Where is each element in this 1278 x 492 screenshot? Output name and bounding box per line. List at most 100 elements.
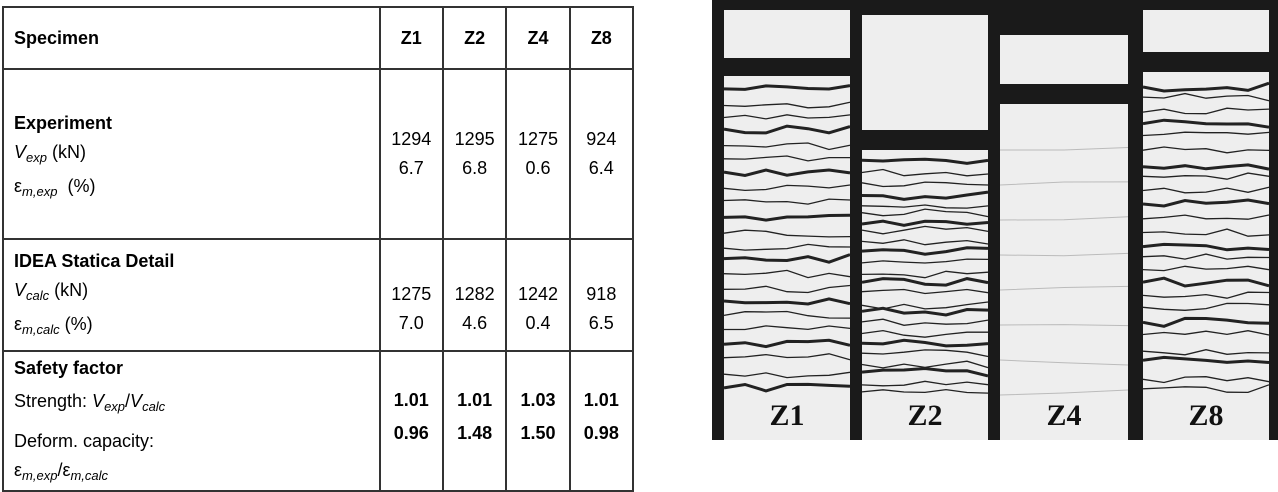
crack-line	[724, 325, 851, 331]
crack-line	[723, 338, 851, 349]
crack-line	[861, 270, 989, 279]
crack-line	[1142, 81, 1270, 93]
crack-line	[723, 124, 851, 135]
crack-line	[861, 208, 989, 218]
calc-title: IDEA Statica Detail	[14, 250, 175, 271]
specimen-z8: Z8	[568, 6, 635, 70]
crack-line	[1142, 302, 1270, 311]
crack-line	[1142, 276, 1270, 288]
crack-line	[723, 84, 851, 91]
crack-line	[1142, 172, 1270, 180]
crack-line	[723, 284, 851, 294]
strength-label: Strength: Vexp/Vcalc	[14, 391, 166, 414]
deform-z8: 0.98	[583, 423, 619, 443]
photo-label-z2: Z2	[907, 399, 942, 432]
specimen-header: Specimen	[2, 6, 381, 70]
crack-line	[1142, 163, 1270, 171]
crack-line	[861, 258, 989, 264]
crack-line	[861, 181, 989, 188]
crack-line	[1142, 316, 1270, 328]
strength-z1: 1.01	[393, 390, 429, 410]
crack-line	[723, 142, 851, 151]
e-exp-z1: 6.7	[398, 158, 424, 178]
crack-line	[861, 204, 989, 209]
e-calc-label: εm,calc (%)	[14, 313, 93, 337]
crack-line	[999, 359, 1129, 366]
crack-line	[1142, 265, 1270, 272]
crack-line	[861, 329, 988, 338]
crack-line	[999, 216, 1129, 221]
crack-line	[723, 371, 851, 379]
specimen-block	[1000, 104, 1128, 440]
specimen-z4: Z4	[505, 6, 571, 70]
photo-label-z1: Z1	[769, 399, 804, 432]
crack-line	[861, 338, 989, 348]
crack-line	[1142, 349, 1270, 356]
crack-line	[723, 198, 851, 205]
v-calc-z4: 1242	[517, 284, 558, 304]
deform-z1: 0.96	[393, 423, 429, 443]
crack-line	[1142, 92, 1270, 102]
specimen-block	[724, 10, 850, 58]
specimen-photo: Z1 Z2 Z4 Z8	[712, 0, 1278, 440]
v-calc-z8: 918	[586, 284, 617, 304]
strength-z8: 1.01	[583, 390, 619, 410]
crack-line	[861, 366, 989, 378]
crack-line	[1142, 228, 1270, 237]
v-exp-z4: 1275	[517, 129, 558, 149]
e-exp-z2: 6.8	[462, 158, 488, 178]
v-exp-z1: 1294	[391, 129, 432, 149]
calc-row: IDEA Statica Detail Vcalc (kN) εm,calc (…	[2, 238, 635, 352]
crack-line	[723, 269, 851, 279]
crack-line	[861, 380, 989, 387]
crack-line	[999, 324, 1129, 327]
crack-line	[999, 389, 1129, 396]
v-exp-z8: 924	[586, 129, 617, 149]
experiment-title: Experiment	[14, 112, 113, 133]
crack-line	[723, 184, 851, 192]
v-calc-label: Vcalc (kN)	[14, 279, 89, 303]
crack-line	[723, 353, 851, 361]
crack-line	[861, 190, 989, 201]
crack-line	[999, 252, 1129, 257]
deform-ratio-label: εm,exp/εm,calc	[14, 460, 109, 483]
crack-line	[1142, 198, 1270, 208]
specimen-z2: Z2	[441, 6, 508, 70]
deform-z2: 1.48	[457, 423, 493, 443]
specimen-block	[862, 15, 988, 130]
deform-label: Deform. capacity:	[14, 431, 155, 451]
crack-line	[861, 168, 989, 177]
crack-line	[1142, 118, 1270, 129]
crack-line	[723, 253, 851, 264]
v-exp-z2: 1295	[454, 129, 495, 149]
e-calc-z4: 0.4	[525, 313, 551, 333]
crack-line	[861, 318, 989, 326]
crack-line	[1142, 131, 1270, 137]
header-row: Specimen Z1 Z2 Z4 Z8	[2, 6, 635, 70]
e-exp-label: εm,exp (%)	[14, 175, 96, 199]
crack-line	[1142, 107, 1270, 115]
photo-label-z4: Z4	[1046, 399, 1081, 432]
e-exp-z4: 0.6	[525, 158, 551, 178]
safety-title: Safety factor	[14, 358, 124, 378]
crack-line	[1142, 330, 1270, 336]
e-exp-z8: 6.4	[588, 158, 614, 178]
strength-z4: 1.03	[520, 390, 556, 410]
crack-line	[861, 288, 989, 295]
specimen-z1: Z1	[378, 6, 444, 70]
specimen-block	[1000, 35, 1128, 84]
crack-line	[861, 157, 989, 165]
photo-label-z8: Z8	[1188, 399, 1223, 432]
crack-line	[1142, 186, 1270, 194]
crack-line	[1142, 376, 1270, 384]
crack-line	[861, 349, 989, 358]
specimen-block	[1143, 10, 1269, 52]
e-calc-z2: 4.6	[462, 313, 488, 333]
crack-line	[861, 277, 989, 287]
strength-z2: 1.01	[457, 390, 493, 410]
crack-line	[723, 243, 851, 251]
crack-line	[1142, 242, 1270, 252]
v-calc-z2: 1282	[454, 284, 495, 304]
crack-line	[1142, 253, 1270, 260]
v-exp-label: Vexp (kN)	[14, 141, 86, 165]
